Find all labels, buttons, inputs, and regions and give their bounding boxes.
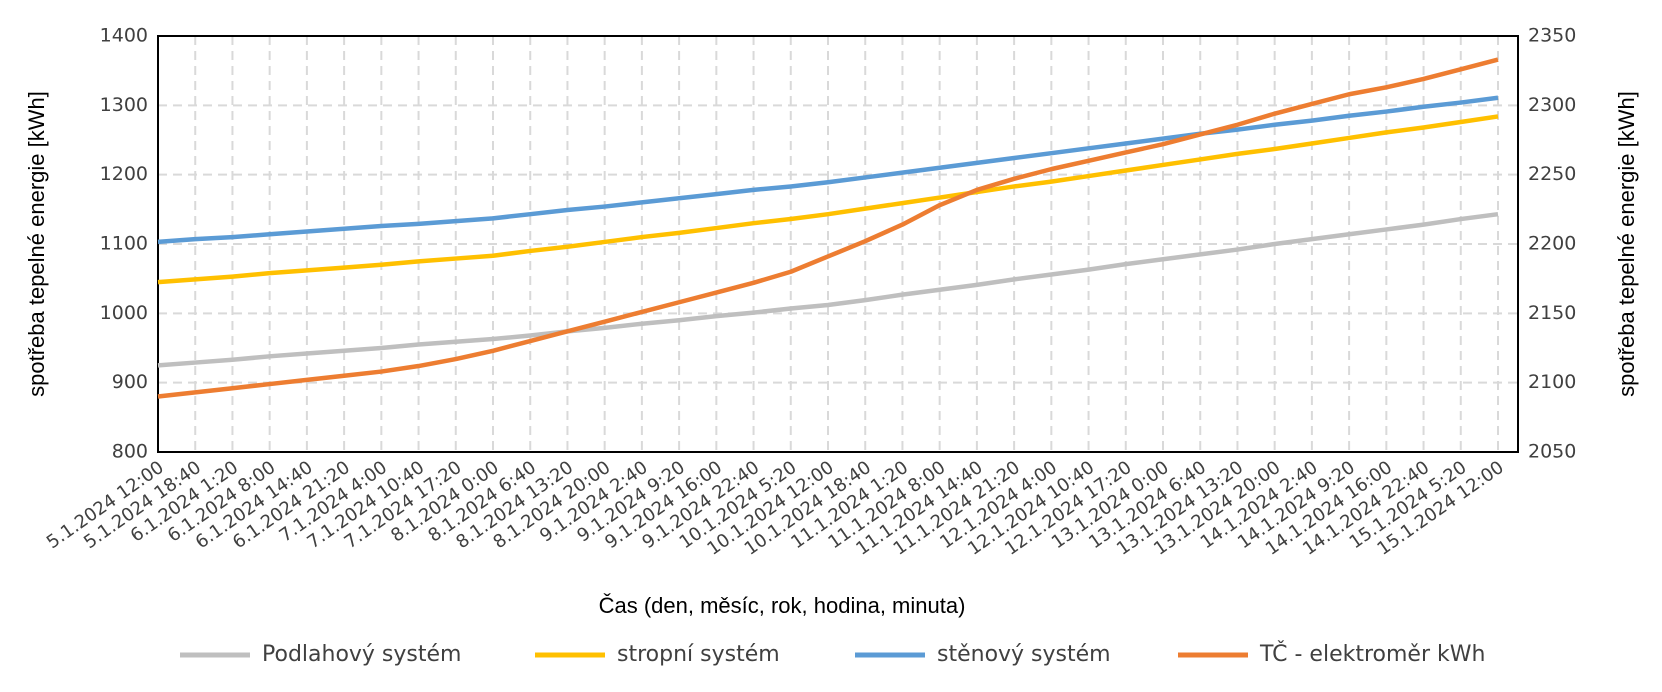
- y2-tick-label: 2250: [1528, 163, 1576, 185]
- y2-tick-label: 2150: [1528, 302, 1576, 324]
- y-tick-label: 1100: [100, 233, 148, 255]
- y2-tick-label: 2300: [1528, 94, 1576, 116]
- y-tick-label: 900: [112, 371, 148, 393]
- legend-label: stropní systém: [617, 642, 780, 667]
- y2-tick-label: 2100: [1528, 371, 1576, 393]
- series-line: [157, 114, 1499, 285]
- y-tick-label: 1400: [100, 25, 148, 47]
- x-axis-title: Čas (den, měsíc, rok, hodina, minuta): [599, 593, 966, 618]
- plot-frame: [157, 35, 1519, 453]
- y-tick-label: 1000: [100, 302, 148, 324]
- series-line: [157, 211, 1499, 368]
- y2-tick-label: 2050: [1528, 441, 1576, 463]
- y2-tick-label: 2350: [1528, 25, 1576, 47]
- y-tick-label: 800: [112, 441, 148, 463]
- series-line: [157, 95, 1499, 245]
- y2-tick-label: 2200: [1528, 233, 1576, 255]
- series-line: [157, 57, 1499, 399]
- legend-label: stěnový systém: [937, 642, 1111, 667]
- legend-label: TČ - elektroměr kWh: [1259, 641, 1485, 667]
- y2-axis-title: spotřeba tepelné energie [kWh]: [1614, 91, 1639, 397]
- y-axis-title: spotřeba tepelné energie [kWh]: [24, 91, 49, 397]
- y-tick-label: 1300: [100, 94, 148, 116]
- legend-label: Podlahový systém: [262, 642, 461, 667]
- y-tick-label: 1200: [100, 163, 148, 185]
